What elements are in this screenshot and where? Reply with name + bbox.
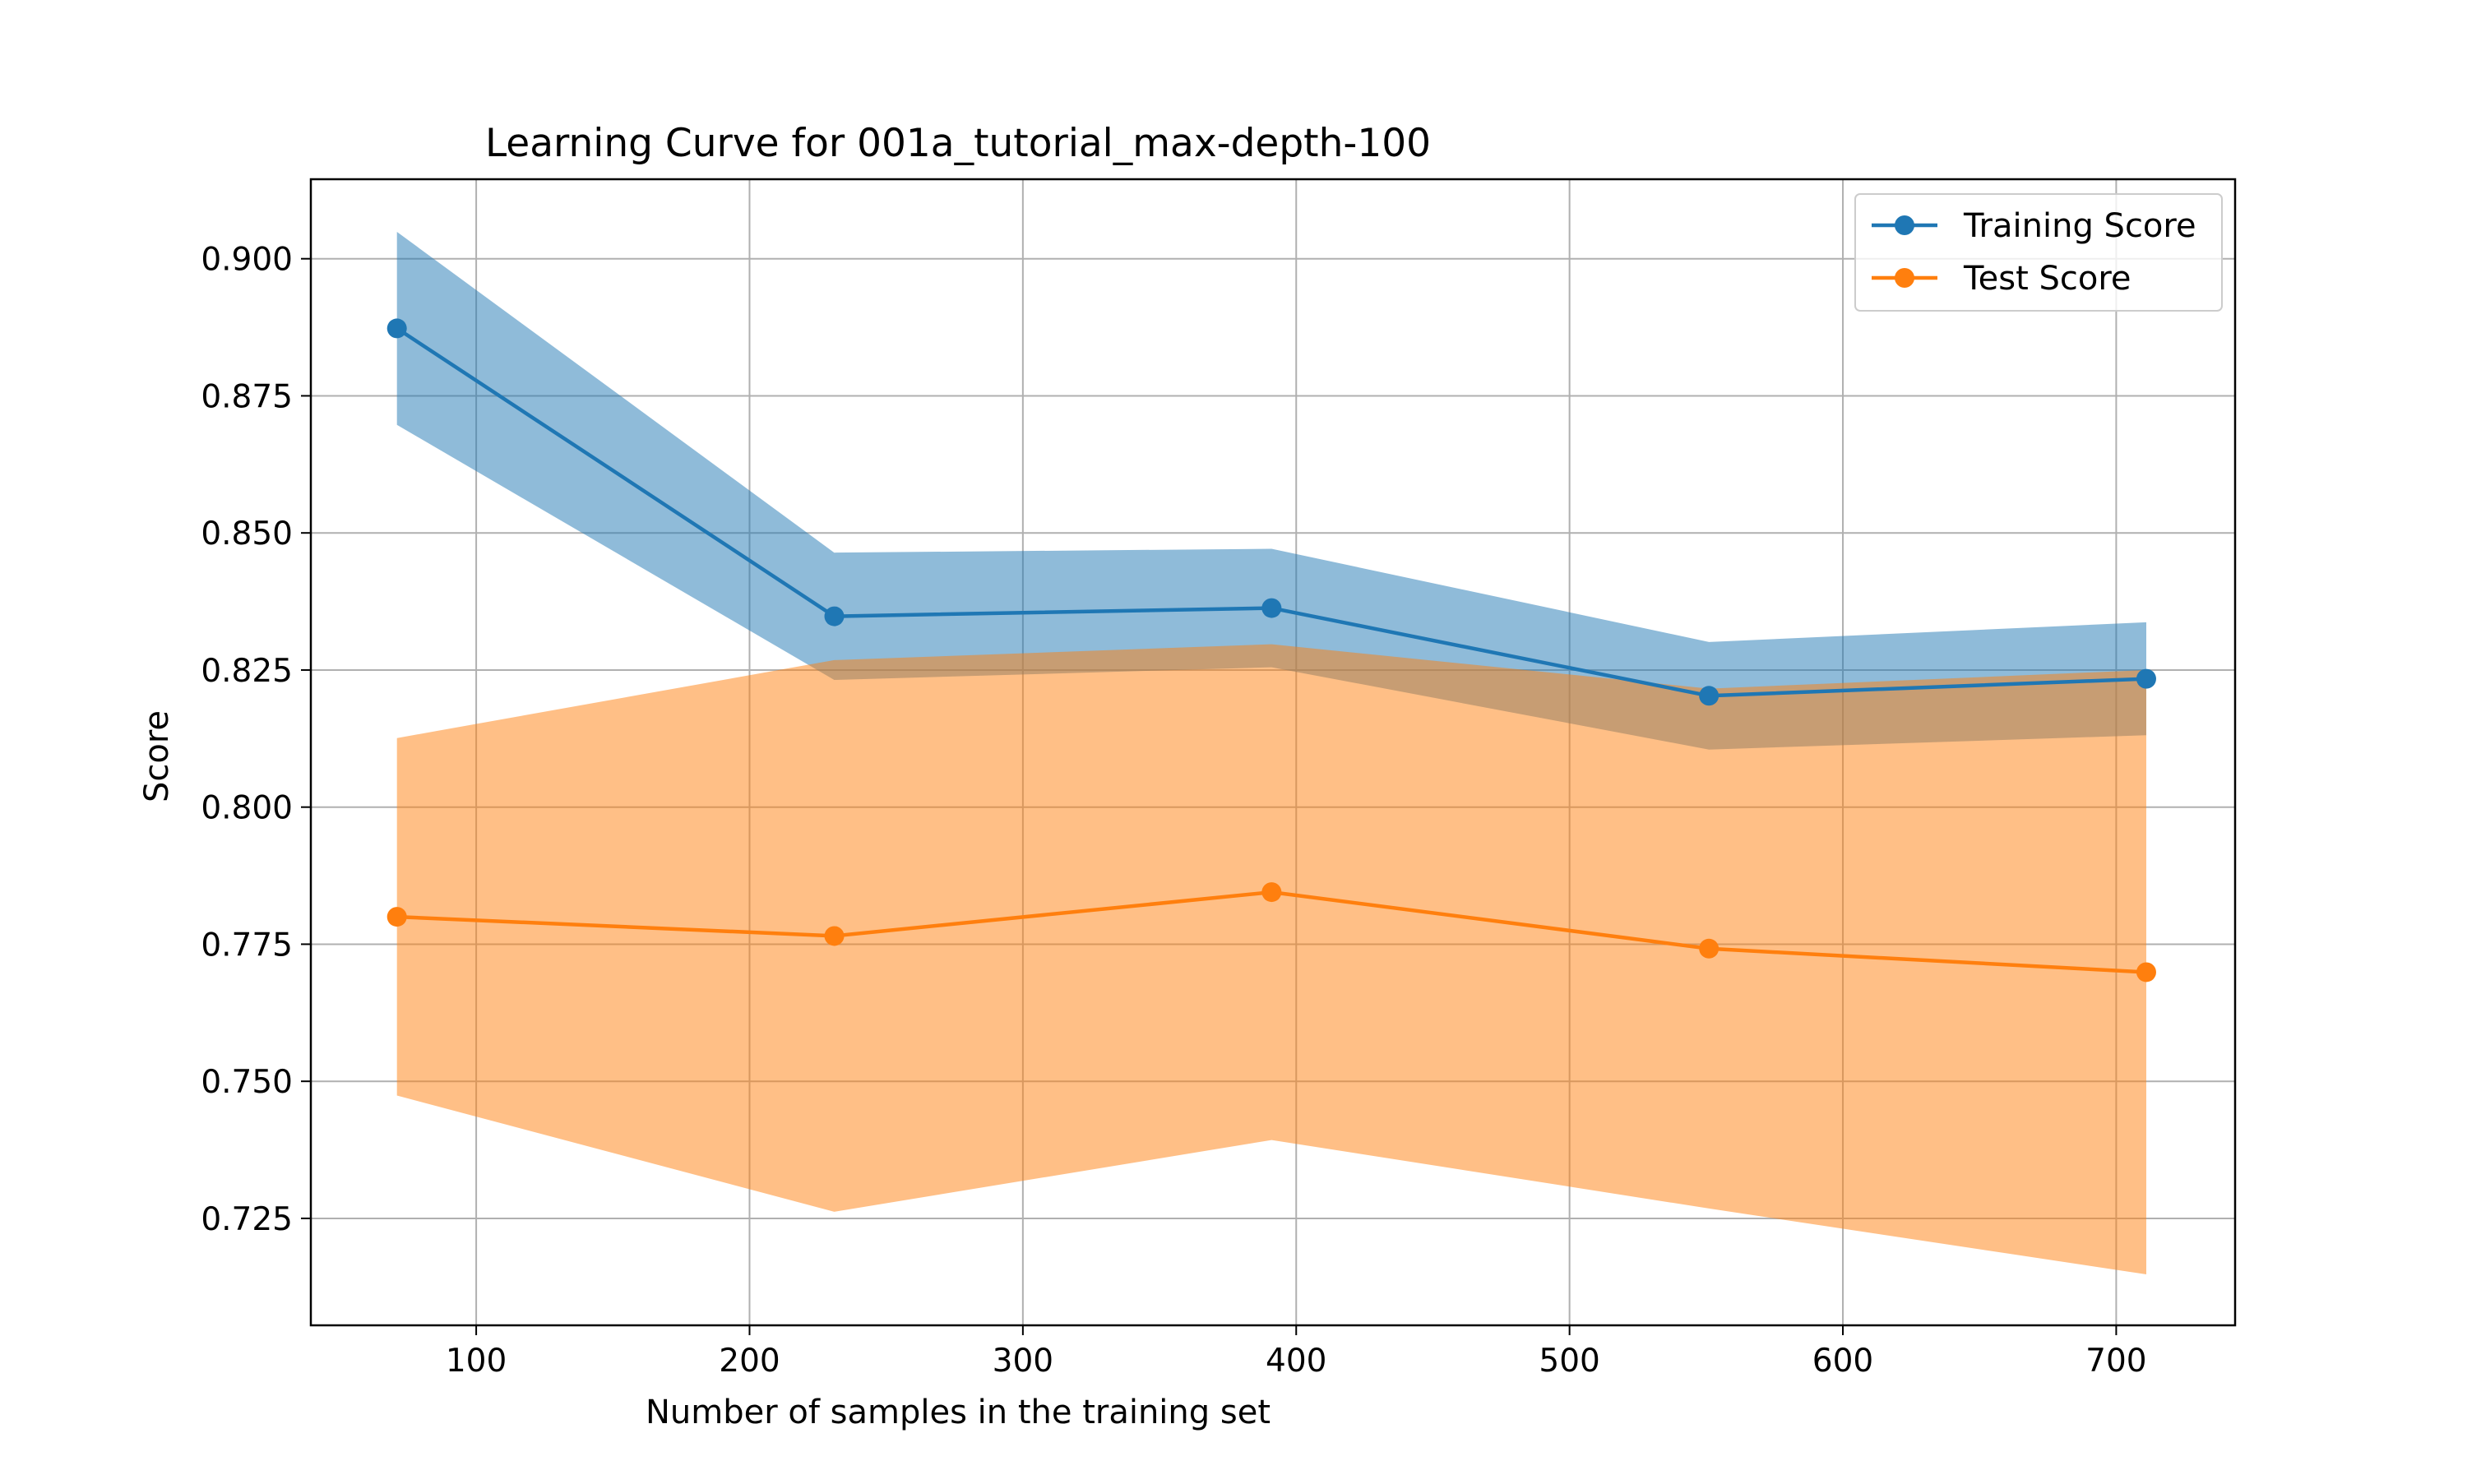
series-0-point (386, 318, 407, 339)
series-0-point (1261, 598, 1282, 618)
y-tick-label: 0.775 (201, 927, 293, 964)
plot-frame (309, 178, 2237, 1327)
y-tick-label: 0.825 (201, 653, 293, 690)
x-tick-label: 500 (1539, 1343, 1599, 1380)
y-tick-label: 0.800 (201, 790, 293, 827)
legend: Training Score Test Score (1854, 193, 2223, 312)
series-1-point (386, 907, 407, 927)
marker-layer (386, 318, 2156, 982)
x-tick-label: 700 (2085, 1343, 2146, 1380)
series-1-point (2136, 962, 2156, 982)
legend-label: Test Score (1963, 260, 2131, 298)
series-0-point (1699, 686, 1719, 706)
x-tick-label: 300 (993, 1343, 1053, 1380)
y-tick-label: 0.750 (201, 1064, 293, 1101)
y-tick-label: 0.725 (201, 1201, 293, 1238)
y-tick-label: 0.850 (201, 515, 293, 552)
legend-box (1854, 193, 2223, 312)
series-1-point (824, 926, 845, 946)
tick-layer: 100 200 300 400 500 600 700 0.725 0.750 0.775 0.80… (201, 242, 2146, 1380)
series-0-point (824, 606, 845, 626)
chart-title: Learning Curve for 001a_tutorial_max-dep… (485, 121, 1431, 166)
y-axis-label: Score (138, 710, 176, 802)
x-tick-label: 400 (1266, 1343, 1326, 1380)
x-tick-label: 600 (1812, 1343, 1873, 1380)
series-0-point (2136, 668, 2156, 689)
series-1-point (1699, 938, 1719, 959)
legend-swatch-marker (1895, 268, 1914, 288)
x-tick-label: 100 (446, 1343, 507, 1380)
series-1-point (1261, 882, 1282, 903)
series-1-band (396, 644, 2147, 1274)
x-axis-label: Number of samples in the training set (646, 1394, 1271, 1431)
legend-items: Training Score Test Score (1872, 207, 2196, 298)
y-tick-label: 0.875 (201, 378, 293, 415)
legend-swatch-marker (1895, 215, 1914, 235)
x-tick-label: 200 (719, 1343, 780, 1380)
legend-label: Training Score (1963, 207, 2196, 245)
y-tick-label: 0.900 (201, 242, 293, 279)
